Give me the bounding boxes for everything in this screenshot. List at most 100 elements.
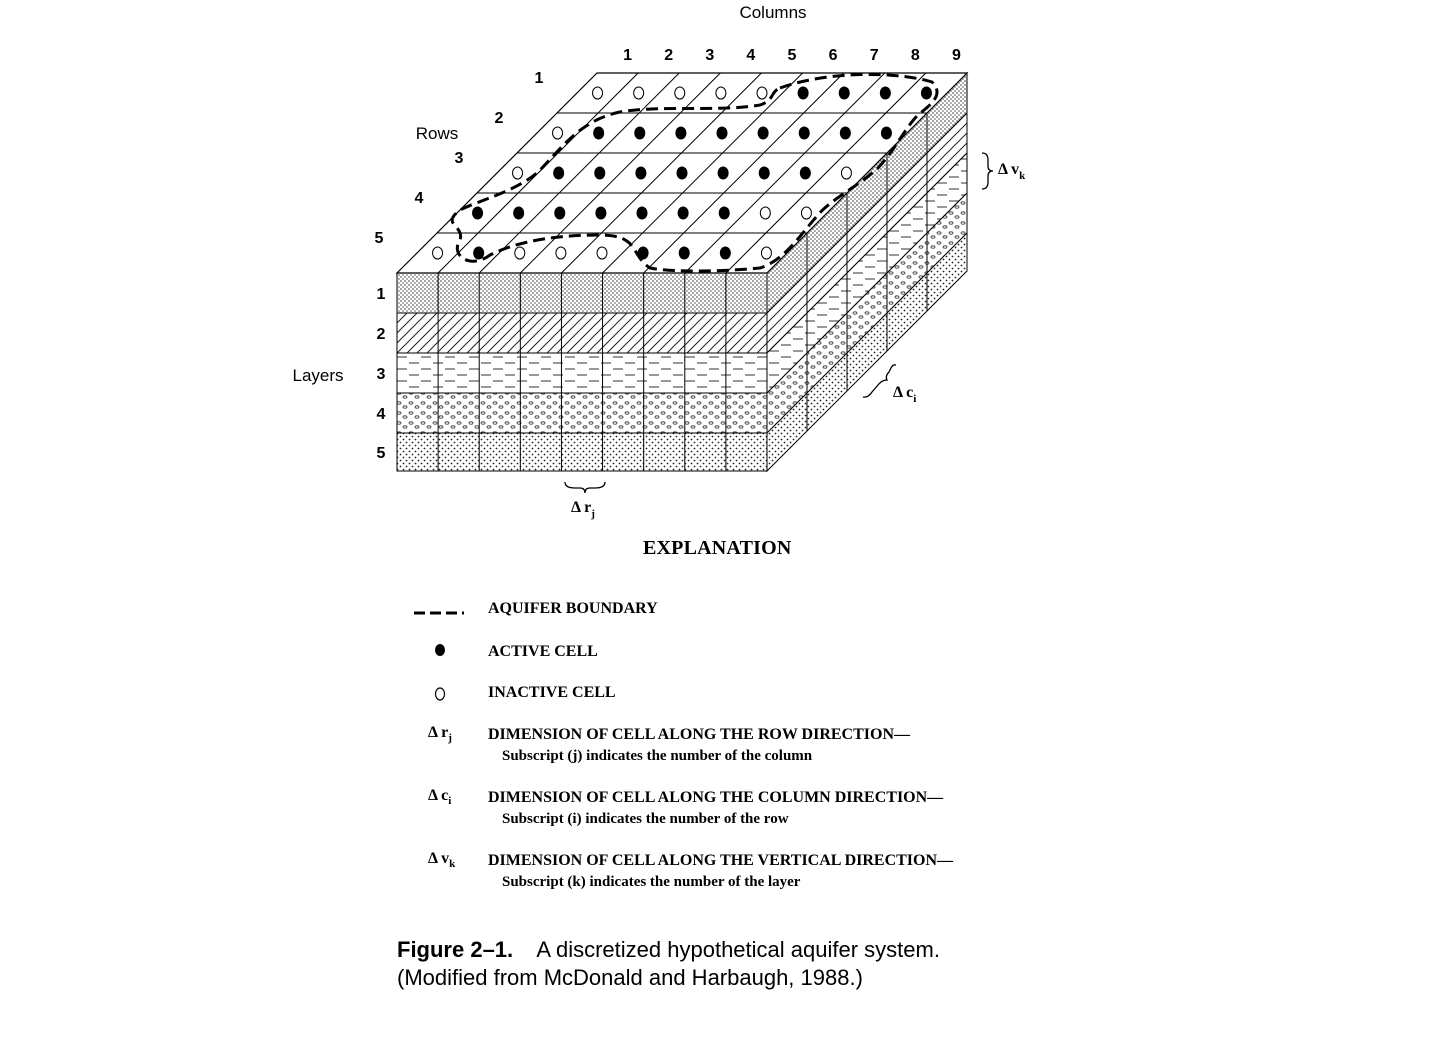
layer-number: 4 [377,406,386,423]
active-cell-dot [594,166,606,180]
inactive-cell-dot [759,206,771,220]
columns-label: Columns [739,3,806,22]
row-number: 2 [495,110,504,127]
delta-c-label: Δ ci [893,384,916,405]
inactive-cell-dot [555,246,567,260]
inactive-cell-dot [514,246,526,260]
legend-subtext: Subscript (j) indicates the number of th… [502,748,813,764]
active-cell-dot [473,246,485,260]
active-cell-dot [513,206,525,220]
active-cell-dot [554,206,566,220]
legend-label: ACTIVE CELL [488,643,598,660]
column-number: 8 [911,47,920,64]
layer-numbers: 1 2 3 4 5 [377,286,386,462]
column-number: 1 [623,47,632,64]
layer-4-front [396,392,768,434]
inactive-cell-dot [512,166,524,180]
layer-number: 5 [377,445,386,462]
delta-v-label: Δ vk [998,161,1026,182]
legend-active-cell: ACTIVE CELL [410,643,1010,683]
figure-caption: Figure 2–1. A discretized hypothetical a… [397,936,957,992]
inactive-cell-dot [715,86,727,100]
active-cell-dot [636,206,648,220]
explanation-title: EXPLANATION [643,537,792,559]
active-cell-dot [920,86,932,100]
column-number: 4 [746,47,755,64]
dashed-line-icon [414,611,464,615]
column-number: 7 [870,47,879,64]
column-numbers: 1 2 3 4 5 6 7 8 9 [623,47,961,64]
inactive-cell-dot [552,126,564,140]
active-cell-dot [839,126,851,140]
layer-5-front [396,432,768,472]
active-cell-dot [718,206,730,220]
legend-label: INACTIVE CELL [488,684,616,701]
layer-3-front [396,352,768,394]
column-number: 9 [952,47,961,64]
active-cell-dot [634,126,646,140]
active-cell-dot [716,126,728,140]
layer-number: 2 [377,326,386,343]
legend-label: AQUIFER BOUNDARY [488,600,658,617]
legend-delta-r: Δ rj DIMENSION OF CELL ALONG THE ROW DIR… [410,724,1010,766]
top-grid-line [478,72,680,274]
layer-1-front [396,272,768,314]
top-grid-line [684,72,886,274]
inactive-cell-dot [592,86,604,100]
legend-delta-v: Δ vk DIMENSION OF CELL ALONG THE VERTICA… [410,850,1010,892]
active-cell-dot [717,166,729,180]
top-grid-line [561,72,762,274]
inactive-cell-dot [596,246,608,260]
top-grid-line [602,72,803,274]
cell-markers [432,86,932,260]
delta-r-brace [564,481,606,494]
active-cell-dot [677,206,689,220]
layer-2-front [396,312,768,354]
active-cell-dot [678,246,690,260]
legend-aquifer-boundary: AQUIFER BOUNDARY [410,600,1010,640]
figure-label: Figure 2–1. [397,937,514,962]
delta-c-symbol: Δ ci [428,787,452,808]
active-cell-dot [879,86,891,100]
side-face [766,71,968,473]
legend-delta-c: Δ ci DIMENSION OF CELL ALONG THE COLUMN … [410,787,1010,829]
legend-inactive-cell: INACTIVE CELL [410,684,1010,724]
active-cell-dot [799,166,811,180]
legend-subtext: Subscript (k) indicates the number of th… [502,874,801,890]
active-cell-dot [719,246,731,260]
row-number: 1 [535,70,544,87]
inactive-cell-dot [756,86,768,100]
inactive-cell-dot [800,206,812,220]
filled-dot-icon [435,644,445,656]
front-grid-lines [437,273,727,471]
active-cell-dot [676,166,688,180]
delta-r-label: Δ rj [571,499,595,520]
layers-label: Layers [292,366,343,385]
column-number: 5 [788,47,797,64]
active-cell-dot [635,166,647,180]
inactive-cell-dot [633,86,645,100]
layer-number: 1 [377,286,386,303]
active-cell-dot [880,126,892,140]
row-number: 4 [415,190,424,207]
rows-label: Rows [416,124,459,143]
open-dot-icon [434,687,446,701]
active-cell-dot [595,206,607,220]
column-number: 6 [829,47,838,64]
active-cell-dot [797,86,809,100]
active-cell-dot [675,126,687,140]
top-grid-line [519,72,721,274]
active-cell-dot [553,166,565,180]
active-cell-dot [758,166,770,180]
figure-caption-text: A discretized hypothetical aquifer syste… [397,937,940,990]
layer-number: 3 [377,366,386,383]
delta-v-symbol: Δ vk [428,850,456,871]
active-cell-dot [838,86,850,100]
delta-r-symbol: Δ rj [428,724,452,745]
column-number: 3 [705,47,714,64]
top-grid-lines [437,72,927,274]
delta-v-brace [981,152,994,190]
legend-subtext: Subscript (i) indicates the number of th… [502,811,789,827]
row-numbers: 1 2 3 4 5 [375,70,544,247]
